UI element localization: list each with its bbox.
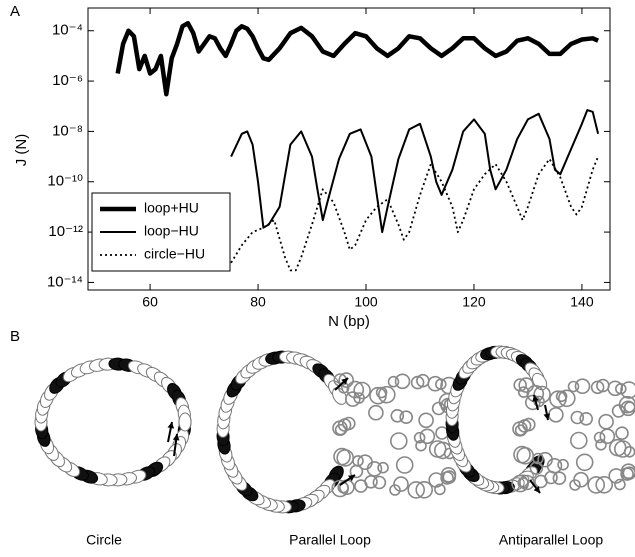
- protein-cloud: [378, 463, 388, 473]
- protein-cloud: [394, 477, 408, 491]
- protein-cloud: [389, 377, 399, 387]
- protein-cloud: [369, 406, 383, 420]
- x-tick-label: 140: [570, 294, 594, 310]
- y-tick-label: 10⁻¹⁴: [47, 273, 83, 290]
- y-tick-label: 10⁻⁸: [52, 122, 83, 139]
- structure-label: Parallel Loop: [289, 532, 371, 548]
- protein-cloud: [558, 460, 568, 470]
- protein-cloud: [420, 429, 434, 443]
- protein-cloud: [599, 415, 613, 429]
- protein-cloud: [397, 457, 413, 473]
- y-tick-label: 10⁻¹²: [48, 223, 83, 240]
- protein-cloud: [625, 402, 635, 412]
- series-line: [118, 23, 598, 94]
- x-tick-label: 80: [250, 294, 266, 310]
- protein-cloud: [396, 374, 410, 388]
- protein-cloud: [600, 429, 614, 443]
- legend-label: circle−HU: [144, 246, 205, 262]
- x-tick-label: 120: [462, 294, 486, 310]
- protein-cloud: [391, 433, 407, 449]
- protein-cloud: [571, 433, 587, 449]
- protein-cloud: [580, 413, 592, 425]
- y-tick-label: 10⁻¹⁰: [47, 173, 83, 190]
- protein-cloud: [346, 392, 360, 406]
- y-axis-label: J (N): [13, 134, 30, 167]
- protein-cloud: [576, 379, 590, 393]
- series-line: [231, 110, 598, 232]
- protein-cloud: [569, 382, 579, 392]
- structures: [35, 345, 635, 513]
- legend-label: loop+HU: [144, 200, 199, 216]
- protein-cloud: [577, 454, 593, 470]
- x-axis-label: N (bp): [328, 313, 370, 330]
- protein-cloud: [400, 411, 412, 423]
- protein-cloud: [549, 408, 563, 422]
- dna-segment: [179, 413, 191, 431]
- y-tick-label: 10⁻⁶: [52, 72, 83, 89]
- protein-cloud: [419, 413, 433, 427]
- panel-label: A: [10, 3, 20, 20]
- x-tick-label: 60: [142, 294, 158, 310]
- structure-label: Antiparallel Loop: [499, 532, 604, 548]
- y-tick-label: 10⁻⁴: [52, 22, 83, 39]
- protein-cloud: [545, 472, 557, 484]
- protein-cloud: [365, 476, 377, 488]
- x-tick-label: 100: [354, 294, 378, 310]
- structure-label: Circle: [86, 532, 122, 548]
- protein-cloud: [616, 427, 628, 439]
- legend-label: loop−HU: [144, 223, 199, 239]
- protein-cloud: [358, 455, 372, 469]
- panel-label: B: [10, 328, 20, 345]
